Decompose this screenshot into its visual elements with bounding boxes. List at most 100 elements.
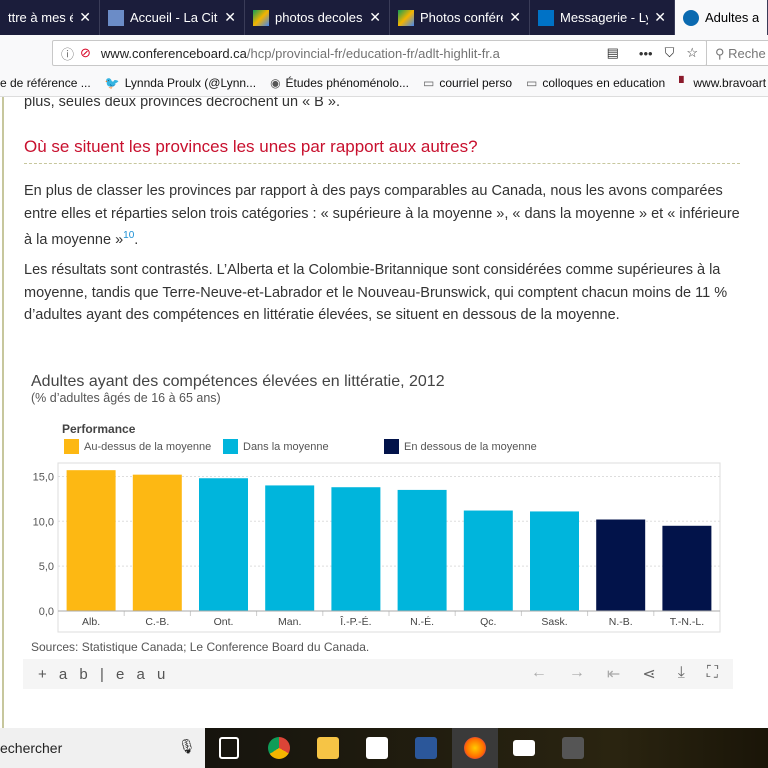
x-tick-label: Sask. — [541, 616, 567, 628]
legend-swatch — [223, 439, 238, 454]
site-icon — [108, 9, 124, 26]
twitter-icon: 🐦 — [104, 76, 120, 90]
globe-icon: ◉ — [270, 76, 281, 90]
bar-Ont.[interactable] — [199, 478, 248, 611]
mail-icon[interactable] — [513, 740, 535, 756]
download-icon[interactable]: ⤓ — [677, 664, 685, 681]
legend-title: Performance — [62, 422, 136, 436]
x-tick-label: Ont. — [214, 616, 234, 628]
intro-tail: plus, seules deux provinces décrochent u… — [24, 97, 340, 110]
y-tick-label: 10,0 — [33, 516, 54, 528]
tab-5[interactable]: Adultes aya — [675, 0, 768, 35]
nav-toolbar: ⓘ ⊘ www.conferenceboard.ca/hcp/provincia… — [0, 35, 768, 70]
bookmark-label: courriel perso — [439, 76, 513, 90]
bar-Alb.[interactable] — [66, 470, 116, 611]
task-view-icon[interactable] — [219, 737, 239, 759]
tab-title: ttre à mes étu — [8, 10, 73, 25]
info-icon[interactable]: ⓘ — [61, 46, 75, 62]
tab-title: photos decoles — [275, 10, 363, 25]
close-tab-icon[interactable]: ✕ — [509, 9, 521, 25]
close-tab-icon[interactable]: ✕ — [79, 9, 91, 25]
bookmark-label: Études phénoménolo... — [285, 76, 409, 90]
tab-3[interactable]: Photos conférer ✕ — [390, 0, 530, 35]
x-tick-label: Î.-P.-É. — [339, 615, 371, 628]
bookmark-item[interactable]: ▘ www.bravoart — [679, 76, 766, 90]
bookmark-label: www.bravoart — [693, 76, 767, 90]
tableau-logo[interactable]: + a b | e a u — [38, 665, 170, 683]
tab-title: Adultes aya — [705, 10, 759, 25]
taskbar-search[interactable]: echercher 🎙 — [0, 728, 205, 768]
close-tab-icon[interactable]: ✕ — [224, 9, 236, 25]
bar-T.-N.-L.[interactable] — [662, 525, 712, 611]
firefox-icon[interactable] — [464, 737, 486, 759]
site-icon: ▘ — [679, 76, 689, 90]
legend-label: Dans la moyenne — [243, 440, 329, 453]
legend-label: Au-dessus de la moyenne — [84, 440, 212, 453]
chart-sources: Sources: Statistique Canada; Le Conferen… — [31, 640, 370, 654]
tab-4[interactable]: Messagerie - Ly ✕ — [530, 0, 675, 35]
bookmark-label: colloques en education — [542, 76, 666, 90]
revert-icon[interactable]: ⇤ — [606, 666, 621, 683]
paragraph-2: Les résultats sont contrastés. L’Alberta… — [24, 262, 728, 323]
footnote-link[interactable]: 10 — [123, 230, 135, 241]
page-content: plus, seules deux provinces décrochent u… — [0, 97, 768, 728]
word-icon[interactable] — [415, 737, 437, 759]
bar-N.-B.[interactable] — [596, 519, 646, 611]
bookmark-item[interactable]: 🐦 Lynnda Proulx (@Lynn... — [105, 76, 256, 90]
bookmark-star-icon[interactable]: ☆ — [686, 45, 698, 60]
bar-Sask.[interactable] — [530, 511, 579, 611]
google-drive-icon — [398, 9, 414, 26]
share-icon[interactable]: ⋖ — [642, 666, 656, 683]
tableau-toolbar: + a b | e a u ← → ⇤ ⋖ ⤓ ⛶ — [23, 659, 733, 689]
pocket-icon[interactable]: ⛉ — [664, 45, 675, 60]
tab-2[interactable]: photos decoles ✕ — [245, 0, 390, 35]
section-heading: Où se situent les provinces les unes par… — [24, 137, 740, 164]
taskbar-search-text: echercher — [0, 740, 63, 756]
taskbar: echercher 🎙 — [0, 728, 768, 768]
legend-item-below[interactable]: En dessous de la moyenne — [384, 439, 537, 454]
legend-item-average[interactable]: Dans la moyenne — [223, 439, 329, 454]
bookmark-item[interactable]: ▭ colloques en education — [526, 76, 665, 90]
y-tick-label: 0,0 — [39, 606, 54, 618]
legend-swatch — [64, 439, 79, 454]
bookmark-item[interactable]: ◉ Études phénoménolo... — [270, 76, 409, 90]
chrome-icon[interactable] — [268, 737, 290, 759]
tab-1[interactable]: Accueil - La Cité ✕ — [100, 0, 245, 35]
page-actions-icon[interactable]: ••• — [638, 45, 653, 61]
tab-title: Photos conférer — [420, 10, 504, 25]
paragraph-1: En plus de classer les provinces par rap… — [24, 180, 744, 251]
close-tab-icon[interactable]: ✕ — [369, 9, 381, 25]
url-bar[interactable]: ⓘ ⊘ www.conferenceboard.ca/hcp/provincia… — [52, 40, 707, 66]
tab-title: Messagerie - Ly — [560, 10, 649, 25]
search-input[interactable]: ⚲ Reche — [706, 40, 768, 66]
chart-title: Adultes ayant des compétences élevées en… — [31, 373, 445, 390]
bar-N.-É.[interactable] — [397, 489, 447, 611]
tab-0[interactable]: ttre à mes étu ✕ — [0, 0, 100, 35]
paragraph-1-end: . — [134, 231, 139, 248]
close-tab-icon[interactable]: ✕ — [654, 9, 666, 25]
bar-Man.[interactable] — [265, 485, 315, 611]
x-tick-label: C.-B. — [145, 616, 169, 628]
app-icon[interactable] — [562, 737, 584, 759]
paragraph-1-text: En plus de classer les provinces par rap… — [24, 183, 740, 248]
conferenceboard-icon — [683, 9, 699, 26]
x-tick-label: Man. — [278, 616, 301, 628]
bar-Qc.[interactable] — [463, 510, 513, 611]
redo-icon[interactable]: → — [568, 664, 585, 681]
reader-view-icon[interactable]: ▤ — [606, 45, 619, 60]
mail-icon — [538, 9, 554, 26]
y-tick-label: 15,0 — [33, 471, 54, 483]
plot-frame — [57, 462, 721, 633]
undo-icon[interactable]: ← — [530, 664, 547, 681]
store-icon[interactable] — [366, 737, 388, 759]
bar-C.-B.[interactable] — [132, 474, 182, 611]
chart-subtitle: (% d’adultes âgés de 16 à 65 ans) — [31, 391, 221, 405]
bookmark-item[interactable]: ▭ courriel perso — [423, 76, 512, 90]
google-drive-icon — [253, 9, 269, 26]
fullscreen-icon[interactable]: ⛶ — [706, 664, 718, 681]
bookmark-item[interactable]: e de référence ... — [0, 76, 91, 90]
file-explorer-icon[interactable] — [317, 737, 339, 759]
microphone-icon[interactable]: 🎙 — [178, 738, 196, 754]
legend-item-above[interactable]: Au-dessus de la moyenne — [64, 439, 211, 454]
bar-Î.-P.-É.[interactable] — [331, 487, 381, 611]
